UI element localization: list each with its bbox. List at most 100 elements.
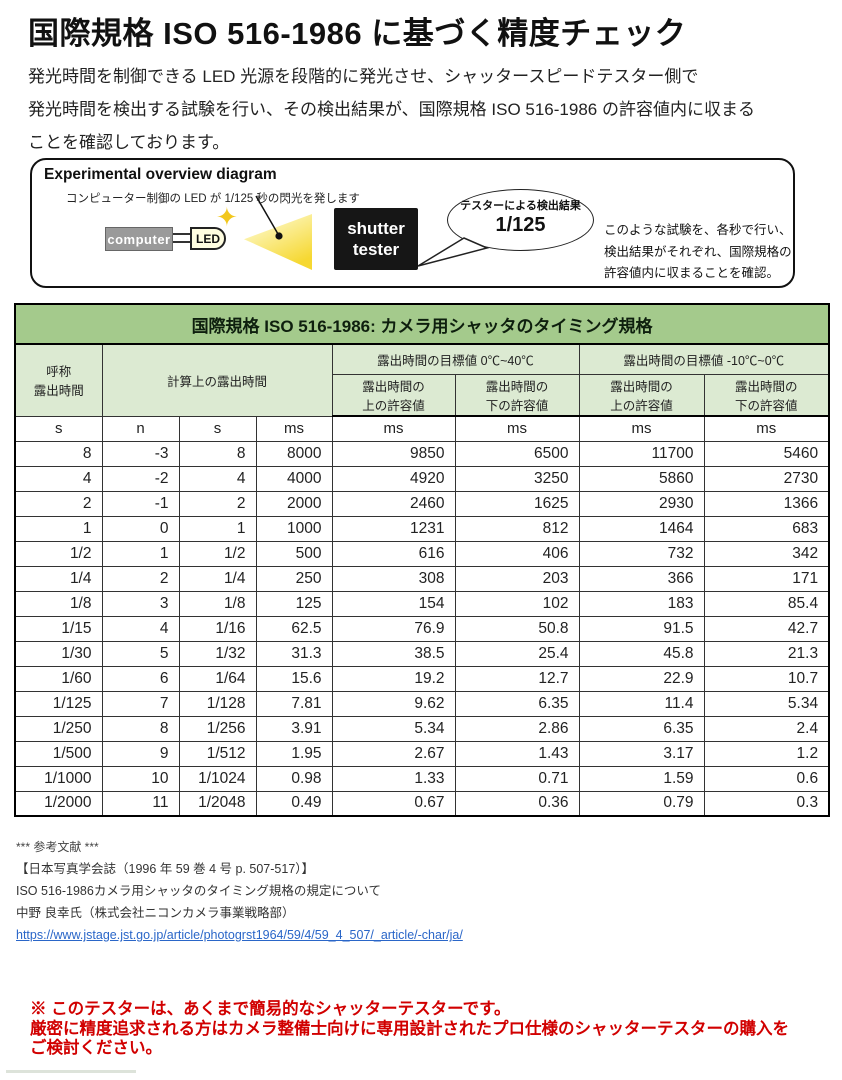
shutter-tester-label-line2: tester — [352, 240, 400, 259]
value-cell: 102 — [454, 590, 580, 617]
value-cell: 10 — [101, 765, 180, 792]
col-header-upper-tolerance: 露出時間の 上の許容値 — [331, 373, 456, 417]
value-cell: 2930 — [578, 490, 705, 517]
shutter-tester-box: shutter tester — [334, 208, 418, 270]
value-cell: 2 — [178, 490, 257, 517]
table-row: 1/2000 11 1/2048 0.49 0.67 0.36 0.79 0.3 — [14, 790, 830, 817]
value-cell: 1/30 — [14, 640, 103, 667]
value-cell: 2 — [14, 490, 103, 517]
references-heading: *** 参考文献 *** — [16, 840, 99, 854]
col-header-nominal-exposure: 呼称 露出時間 — [14, 343, 103, 417]
value-cell: 3.17 — [578, 740, 705, 767]
value-cell: 1/2000 — [14, 790, 103, 817]
value-cell: 2460 — [331, 490, 456, 517]
value-cell: 203 — [454, 565, 580, 592]
value-cell: 8 — [178, 440, 257, 467]
table-row: 1/8 3 1/8 125 154 102 183 85.4 — [14, 590, 830, 617]
jstage-article-link[interactable]: https://www.jstage.jst.go.jp/article/pho… — [16, 928, 463, 942]
value-cell: -2 — [101, 465, 180, 492]
value-cell: 15.6 — [255, 665, 333, 692]
diagram-note: このような試験を、各秒で行い、 検出結果がそれぞれ、国際規格の 許容値内に収まる… — [604, 220, 794, 285]
value-cell: 366 — [578, 565, 705, 592]
value-cell: 50.8 — [454, 615, 580, 642]
value-cell: 0.49 — [255, 790, 333, 817]
value-cell: 12.7 — [454, 665, 580, 692]
value-cell: 171 — [703, 565, 830, 592]
value-cell: 4 — [101, 615, 180, 642]
unit-cell: ms — [331, 415, 456, 442]
value-cell: 0.79 — [578, 790, 705, 817]
value-cell: 308 — [331, 565, 456, 592]
unit-cell: ms — [255, 415, 333, 442]
led-bulb: LED — [190, 227, 226, 250]
value-cell: 1231 — [331, 515, 456, 542]
value-cell: 5 — [101, 640, 180, 667]
bubble-detected-value: 1/125 — [495, 214, 546, 236]
experimental-diagram-box: Experimental overview diagram コンピューター制御の… — [30, 158, 795, 288]
intro-line: ことを確認しております。 — [28, 133, 230, 152]
value-cell: 1/2 — [14, 540, 103, 567]
iso-spec-table: 国際規格 ISO 516-1986: カメラ用シャッタのタイミング規格 呼称 露… — [14, 303, 831, 817]
value-cell: 1625 — [454, 490, 580, 517]
value-cell: 9.62 — [331, 690, 456, 717]
table-row: 1/125 7 1/128 7.81 9.62 6.35 11.4 5.34 — [14, 690, 830, 717]
value-cell: 1000 — [255, 515, 333, 542]
value-cell: 7.81 — [255, 690, 333, 717]
value-cell: 1/2 — [178, 540, 257, 567]
value-cell: 0.3 — [703, 790, 830, 817]
value-cell: 406 — [454, 540, 580, 567]
table-row: 1/4 2 1/4 250 308 203 366 171 — [14, 565, 830, 592]
value-cell: 0 — [101, 515, 180, 542]
unit-cell: ms — [578, 415, 705, 442]
value-cell: 85.4 — [703, 590, 830, 617]
reference-line: ISO 516-1986カメラ用シャッタのタイミング規格の規定について — [16, 884, 381, 898]
value-cell: -1 — [101, 490, 180, 517]
unit-cell: ms — [703, 415, 830, 442]
value-cell: 5.34 — [703, 690, 830, 717]
value-cell: 4 — [178, 465, 257, 492]
intro-line: 発光時間を検出する試験を行い、その検出結果が、国際規格 ISO 516-1986… — [28, 100, 755, 119]
computer-box: computer — [105, 227, 173, 251]
value-cell: 2.67 — [331, 740, 456, 767]
value-cell: 1/15 — [14, 615, 103, 642]
value-cell: 1/60 — [14, 665, 103, 692]
intro-paragraph: 発光時間を制御できる LED 光源を段階的に発光させ、シャッタースピードテスター… — [28, 60, 828, 159]
value-cell: 1366 — [703, 490, 830, 517]
reference-link-row: https://www.jstage.jst.go.jp/article/pho… — [16, 924, 463, 946]
led-flash-caption: コンピューター制御の LED が 1/125 秒の閃光を発します — [66, 193, 360, 205]
table-row: 1/15 4 1/16 62.5 76.9 50.8 91.5 42.7 — [14, 615, 830, 642]
value-cell: 1/8 — [14, 590, 103, 617]
table-row: 1 0 1 1000 1231 812 1464 683 — [14, 515, 830, 542]
table-row: 2 -1 2 2000 2460 1625 2930 1366 — [14, 490, 830, 517]
value-cell: 21.3 — [703, 640, 830, 667]
value-cell: 0.36 — [454, 790, 580, 817]
value-cell: 1/4 — [178, 565, 257, 592]
value-cell: 8 — [14, 440, 103, 467]
value-cell: 62.5 — [255, 615, 333, 642]
value-cell: 0.6 — [703, 765, 830, 792]
value-cell: 10.7 — [703, 665, 830, 692]
value-cell: 683 — [703, 515, 830, 542]
note-line: 許容値内に収まることを確認。 — [604, 266, 780, 280]
value-cell: 1/256 — [178, 715, 257, 742]
value-cell: 0.67 — [331, 790, 456, 817]
value-cell: 1.43 — [454, 740, 580, 767]
value-cell: 1.95 — [255, 740, 333, 767]
value-cell: 31.3 — [255, 640, 333, 667]
value-cell: 1/32 — [178, 640, 257, 667]
table-row: 8 -3 8 8000 9850 6500 11700 5460 — [14, 440, 830, 467]
bubble-caption: テスターによる検出結果 — [460, 200, 581, 212]
value-cell: 1/1000 — [14, 765, 103, 792]
value-cell: 4000 — [255, 465, 333, 492]
value-cell: 11 — [101, 790, 180, 817]
value-cell: 1 — [101, 540, 180, 567]
value-cell: 8 — [101, 715, 180, 742]
table-row: 1/250 8 1/256 3.91 5.34 2.86 6.35 2.4 — [14, 715, 830, 742]
value-cell: 9850 — [331, 440, 456, 467]
value-cell: 154 — [331, 590, 456, 617]
table-group-header-row: 呼称 露出時間 計算上の露出時間 露出時間の目標値 0℃~40℃ 露出時間の目標… — [14, 343, 830, 417]
value-cell: 38.5 — [331, 640, 456, 667]
value-cell: 1/500 — [14, 740, 103, 767]
table-row: 1/500 9 1/512 1.95 2.67 1.43 3.17 1.2 — [14, 740, 830, 767]
value-cell: 25.4 — [454, 640, 580, 667]
